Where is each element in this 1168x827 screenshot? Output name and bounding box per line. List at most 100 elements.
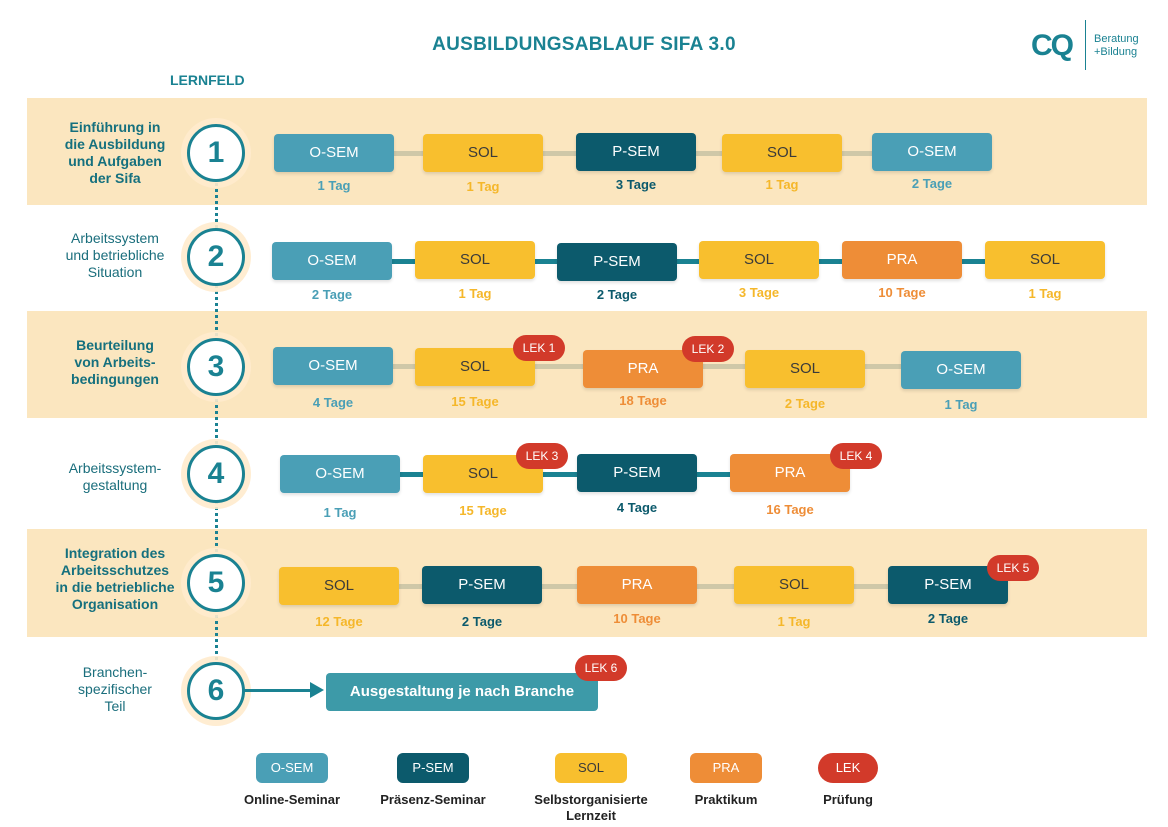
- branche-box: Ausgestaltung je nach Branche: [326, 673, 598, 711]
- row-label-1: Einführung in die Ausbildung und Aufgaben d…: [40, 119, 190, 187]
- module-duration: 10 Tage: [613, 611, 661, 626]
- module-duration: 1 Tag: [944, 397, 978, 412]
- step-number-circle-1: 1: [187, 124, 245, 182]
- module-sol-box: SOL: [279, 567, 399, 605]
- module-duration: 1 Tag: [317, 178, 351, 193]
- arrow-line: [244, 689, 314, 692]
- legend-sol-swatch: SOL: [555, 753, 627, 783]
- legend-p-sem-swatch: P-SEM: [397, 753, 469, 783]
- row-label-line: Beurteilung: [76, 337, 154, 353]
- module-sol-box: SOL: [423, 134, 543, 172]
- module-duration: 15 Tage: [459, 503, 507, 518]
- row-label-line: Branchen-: [82, 664, 148, 680]
- module-duration: 3 Tage: [738, 285, 780, 300]
- exam-badge: LEK 4: [830, 443, 882, 469]
- legend-pra-swatch: PRA: [690, 753, 762, 783]
- module-pra-box: PRA: [842, 241, 962, 279]
- module-duration: 2 Tage: [311, 287, 353, 302]
- module-duration: 1 Tag: [466, 179, 500, 194]
- module-o-sem-box: O-SEM: [872, 133, 992, 171]
- module-sol-box: SOL: [734, 566, 854, 604]
- module-duration: 16 Tage: [766, 502, 814, 517]
- legend-label: Selbstorganisierte Lernzeit: [534, 792, 648, 823]
- timeline-dotted-line: [215, 160, 218, 690]
- module-connector-line: [280, 472, 850, 477]
- step-number-circle-6: 6: [187, 662, 245, 720]
- module-sol-box: SOL: [699, 241, 819, 279]
- module-p-sem-box: P-SEM: [422, 566, 542, 604]
- module-duration: 3 Tage: [615, 177, 657, 192]
- module-connector-line: [272, 259, 1105, 264]
- module-duration: 1 Tag: [765, 177, 799, 192]
- module-p-sem-box: P-SEM: [577, 454, 697, 492]
- module-o-sem-box: O-SEM: [273, 347, 393, 385]
- step-number-circle-3: 3: [187, 338, 245, 396]
- logo-text-line2: +Bildung: [1094, 46, 1138, 58]
- module-o-sem-box: O-SEM: [272, 242, 392, 280]
- module-duration: 2 Tage: [596, 287, 638, 302]
- page-title: AUSBILDUNGSABLAUF SIFA 3.0: [432, 34, 736, 55]
- module-p-sem-box: P-SEM: [557, 243, 677, 281]
- arrow-right-icon: [310, 682, 324, 698]
- legend-label: Prüfung: [823, 792, 873, 807]
- module-pra-box: PRA: [577, 566, 697, 604]
- row-label-line: Arbeitssystem-: [68, 460, 162, 476]
- module-duration: 2 Tage: [461, 614, 503, 629]
- module-pra-box: PRA: [583, 350, 703, 388]
- row-label-line: Situation: [87, 264, 143, 280]
- row-label-line: der Sifa: [89, 170, 141, 186]
- module-duration: 4 Tage: [616, 500, 658, 515]
- row-label-line: und Aufgaben: [68, 153, 162, 169]
- step-number-circle-4: 4: [187, 445, 245, 503]
- exam-badge: LEK 5: [987, 555, 1039, 581]
- module-duration: 15 Tage: [451, 394, 499, 409]
- module-p-sem-box: P-SEM: [576, 133, 696, 171]
- row-label-line: Integration des: [64, 545, 166, 561]
- exam-badge: LEK 6: [575, 655, 627, 681]
- row-label-line: in die betriebliche: [55, 579, 175, 595]
- module-sol-box: SOL: [722, 134, 842, 172]
- exam-badge: LEK 3: [516, 443, 568, 469]
- section-label: LERNFELD: [170, 72, 245, 88]
- module-o-sem-box: O-SEM: [280, 455, 400, 493]
- module-duration: 1 Tag: [777, 614, 811, 629]
- row-label-line: Teil: [104, 698, 126, 714]
- step-number-circle-5: 5: [187, 554, 245, 612]
- module-sol-box: SOL: [415, 241, 535, 279]
- legend-label: Präsenz-Seminar: [380, 792, 486, 807]
- row-label-6: Branchen-spezifischer Teil: [40, 664, 190, 715]
- logo-icon: CQ: [1031, 29, 1074, 62]
- module-duration: 12 Tage: [315, 614, 363, 629]
- row-label-line: Arbeitsschutzes: [60, 562, 170, 578]
- row-label-2: Arbeitssystem und betriebliche Situation: [40, 230, 190, 281]
- module-o-sem-box: O-SEM: [274, 134, 394, 172]
- module-o-sem-box: O-SEM: [901, 351, 1021, 389]
- legend-label: Online-Seminar: [243, 792, 341, 807]
- row-label-line: Organisation: [71, 596, 159, 612]
- row-label-line: die Ausbildung: [64, 136, 166, 152]
- module-duration: 2 Tage: [911, 176, 953, 191]
- module-duration: 2 Tage: [784, 396, 826, 411]
- module-duration: 1 Tag: [458, 286, 492, 301]
- row-label-line: Einführung in: [69, 119, 161, 135]
- row-label-line: spezifischer: [78, 681, 152, 697]
- module-sol-box: SOL: [985, 241, 1105, 279]
- legend-lek-swatch: LEK: [818, 753, 878, 783]
- legend-o-sem-swatch: O-SEM: [256, 753, 328, 783]
- step-number-circle-2: 2: [187, 228, 245, 286]
- module-sol-box: SOL: [745, 350, 865, 388]
- row-label-line: Arbeitssystem: [71, 230, 159, 246]
- row-label-line: gestaltung: [82, 477, 148, 493]
- module-duration: 10 Tage: [878, 285, 926, 300]
- logo-divider: [1085, 20, 1086, 70]
- module-duration: 2 Tage: [927, 611, 969, 626]
- row-label-5: Integration des Arbeitsschutzes in die bet…: [40, 545, 190, 613]
- module-duration: 4 Tage: [312, 395, 354, 410]
- logo-text: Beratung +Bildung: [1094, 33, 1139, 59]
- row-label-line: bedingungen: [71, 371, 159, 387]
- legend-label: Praktikum: [694, 792, 758, 807]
- row-label-line: und betriebliche: [65, 247, 165, 263]
- module-duration: 1 Tag: [1028, 286, 1062, 301]
- row-label-3: Beurteilung von Arbeits-bedingungen: [40, 337, 190, 388]
- module-duration: 18 Tage: [619, 393, 667, 408]
